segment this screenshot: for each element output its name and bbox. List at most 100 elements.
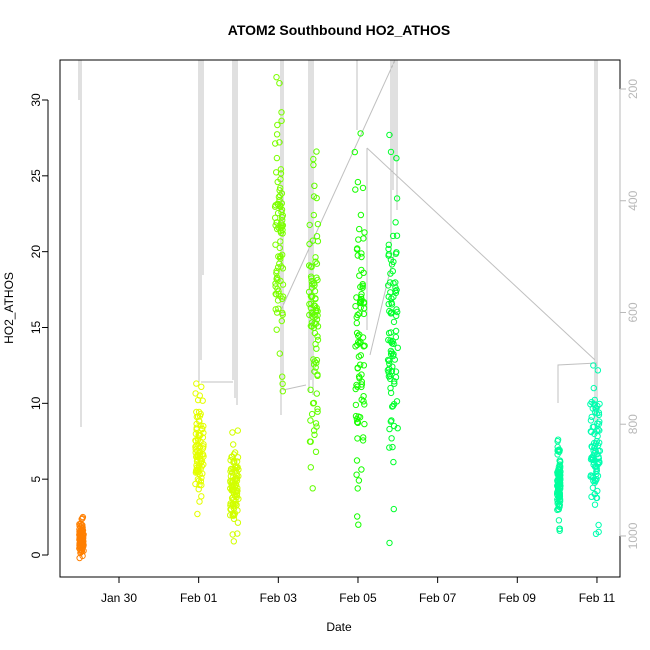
- scatter-point: [199, 470, 206, 477]
- scatter-point: [389, 443, 396, 451]
- scatter-point: [230, 505, 238, 512]
- scatter-point: [357, 352, 364, 359]
- scatter-point: [231, 492, 239, 500]
- altitude-segment: [369, 249, 396, 356]
- scatter-point: [274, 297, 282, 304]
- scatter-point: [390, 458, 397, 466]
- scatter-point: [385, 252, 392, 259]
- scatter-point: [234, 507, 241, 514]
- scatter-point: [387, 289, 394, 296]
- scatter-point: [311, 319, 318, 327]
- scatter-point: [197, 432, 204, 439]
- scatter-point: [353, 471, 360, 478]
- scatter-point: [393, 232, 401, 239]
- scatter-point: [279, 281, 287, 288]
- scatter-point: [593, 494, 601, 502]
- x-tick-label: Feb 07: [419, 591, 457, 605]
- x-tick-label: Feb 05: [339, 591, 377, 605]
- scatter-point: [358, 396, 365, 403]
- scatter-point: [554, 500, 561, 507]
- scatter-point: [385, 357, 393, 364]
- scatter-point: [388, 340, 396, 347]
- scatter-point: [234, 519, 242, 526]
- scatter-point: [353, 457, 361, 464]
- scatter-point: [556, 501, 563, 509]
- scatter-point: [312, 420, 320, 427]
- scatter-point: [276, 350, 283, 357]
- scatter-point: [192, 480, 199, 488]
- scatter-point: [275, 290, 282, 298]
- scatter-point: [353, 246, 361, 253]
- scatter-point: [391, 378, 398, 385]
- x-tick-label: Feb 09: [499, 591, 537, 605]
- scatter-point: [314, 238, 322, 245]
- scatter-point: [555, 506, 562, 513]
- scatter-point: [277, 166, 285, 173]
- scatter-point: [386, 279, 394, 286]
- scatter-point: [309, 313, 316, 320]
- scatter-point: [387, 418, 394, 425]
- scatter-point: [312, 364, 319, 371]
- scatter-point: [385, 329, 393, 337]
- x-tick-label: Jan 30: [101, 591, 137, 605]
- scatter-point: [595, 458, 602, 466]
- scatter-point: [361, 401, 368, 408]
- scatter-point: [356, 414, 364, 421]
- scatter-point: [360, 310, 368, 318]
- scatter-point: [354, 178, 362, 186]
- scatter-point: [394, 425, 401, 432]
- scatter-point: [199, 450, 206, 458]
- scatter-point: [387, 389, 395, 397]
- scatter-point: [274, 178, 281, 186]
- scatter-point: [394, 344, 401, 351]
- y-axis-label: HO2_ATHOS: [2, 272, 16, 344]
- scatter-point: [385, 373, 393, 380]
- scatter-point: [358, 371, 365, 378]
- scatter-point: [275, 305, 282, 312]
- scatter-point: [193, 464, 201, 471]
- scatter-point: [307, 273, 315, 280]
- scatter-point: [273, 169, 280, 176]
- scatter-point: [307, 293, 315, 300]
- scatter-point: [312, 254, 319, 261]
- y-tick-label: 15: [29, 321, 43, 335]
- scatter-point: [359, 184, 367, 192]
- scatter-point: [393, 195, 401, 202]
- scatter-point: [389, 268, 396, 275]
- scatter-point: [385, 241, 392, 249]
- scatter-point: [192, 443, 199, 450]
- scatter-point: [307, 386, 314, 393]
- scatter-point: [272, 214, 279, 222]
- scatter-point: [554, 443, 561, 451]
- altitude-trace-layer: [78, 59, 598, 500]
- scatter-point: [355, 521, 362, 528]
- scatter-point: [588, 413, 595, 421]
- scatter-point: [308, 410, 316, 418]
- scatter-point: [314, 408, 321, 415]
- scatter-point: [198, 383, 205, 390]
- scatter-point: [231, 458, 238, 466]
- scatter-point: [556, 464, 564, 472]
- scatter-point: [360, 398, 367, 405]
- y2-tick-label: 600: [626, 302, 640, 322]
- scatter-point: [234, 454, 242, 461]
- scatter-point: [359, 334, 367, 341]
- scatter-point: [233, 458, 241, 465]
- scatter-point: [273, 154, 281, 162]
- scatter-point: [274, 264, 282, 271]
- scatter-point: [277, 255, 284, 262]
- scatter-point: [594, 367, 602, 374]
- scatter-point: [229, 429, 236, 436]
- scatter-point: [273, 291, 280, 298]
- scatter-point: [77, 534, 85, 541]
- scatter-point: [387, 310, 394, 317]
- y2-tick-label: 400: [626, 190, 640, 210]
- scatter-point: [587, 417, 595, 424]
- scatter-point: [355, 236, 362, 243]
- scatter-point: [279, 309, 286, 317]
- scatter-point: [354, 435, 361, 442]
- scatter-point: [230, 515, 238, 522]
- scatter-point: [194, 396, 202, 404]
- scatter-point: [594, 420, 601, 427]
